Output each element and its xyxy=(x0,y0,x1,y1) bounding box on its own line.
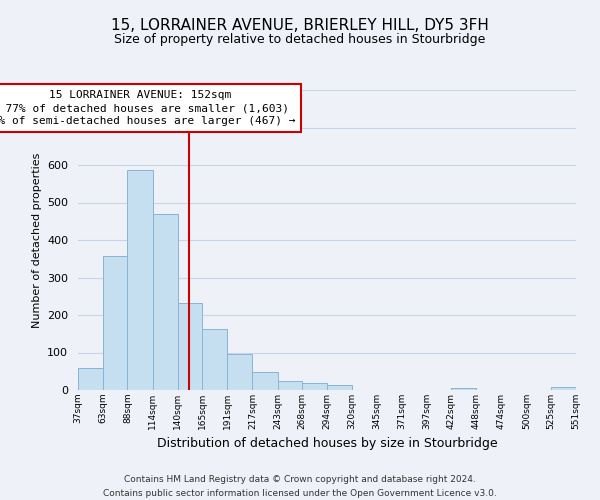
Bar xyxy=(152,214,178,390)
Bar xyxy=(278,380,302,390)
Text: Contains HM Land Registry data © Crown copyright and database right 2024.
Contai: Contains HM Land Registry data © Crown c… xyxy=(103,476,497,498)
Bar xyxy=(253,372,278,390)
Bar xyxy=(227,354,253,390)
Y-axis label: Number of detached properties: Number of detached properties xyxy=(32,152,41,328)
Text: 15 LORRAINER AVENUE: 152sqm
← 77% of detached houses are smaller (1,603)
23% of : 15 LORRAINER AVENUE: 152sqm ← 77% of det… xyxy=(0,90,295,126)
Bar xyxy=(451,388,476,390)
Bar xyxy=(127,170,152,390)
Bar xyxy=(551,387,576,390)
Bar xyxy=(302,382,327,390)
Text: 15, LORRAINER AVENUE, BRIERLEY HILL, DY5 3FH: 15, LORRAINER AVENUE, BRIERLEY HILL, DY5… xyxy=(111,18,489,32)
Bar xyxy=(78,368,103,390)
Bar xyxy=(178,303,202,390)
X-axis label: Distribution of detached houses by size in Stourbridge: Distribution of detached houses by size … xyxy=(157,438,497,450)
Bar xyxy=(103,256,127,390)
Bar xyxy=(327,385,352,390)
Bar xyxy=(202,329,227,390)
Text: Size of property relative to detached houses in Stourbridge: Size of property relative to detached ho… xyxy=(115,32,485,46)
